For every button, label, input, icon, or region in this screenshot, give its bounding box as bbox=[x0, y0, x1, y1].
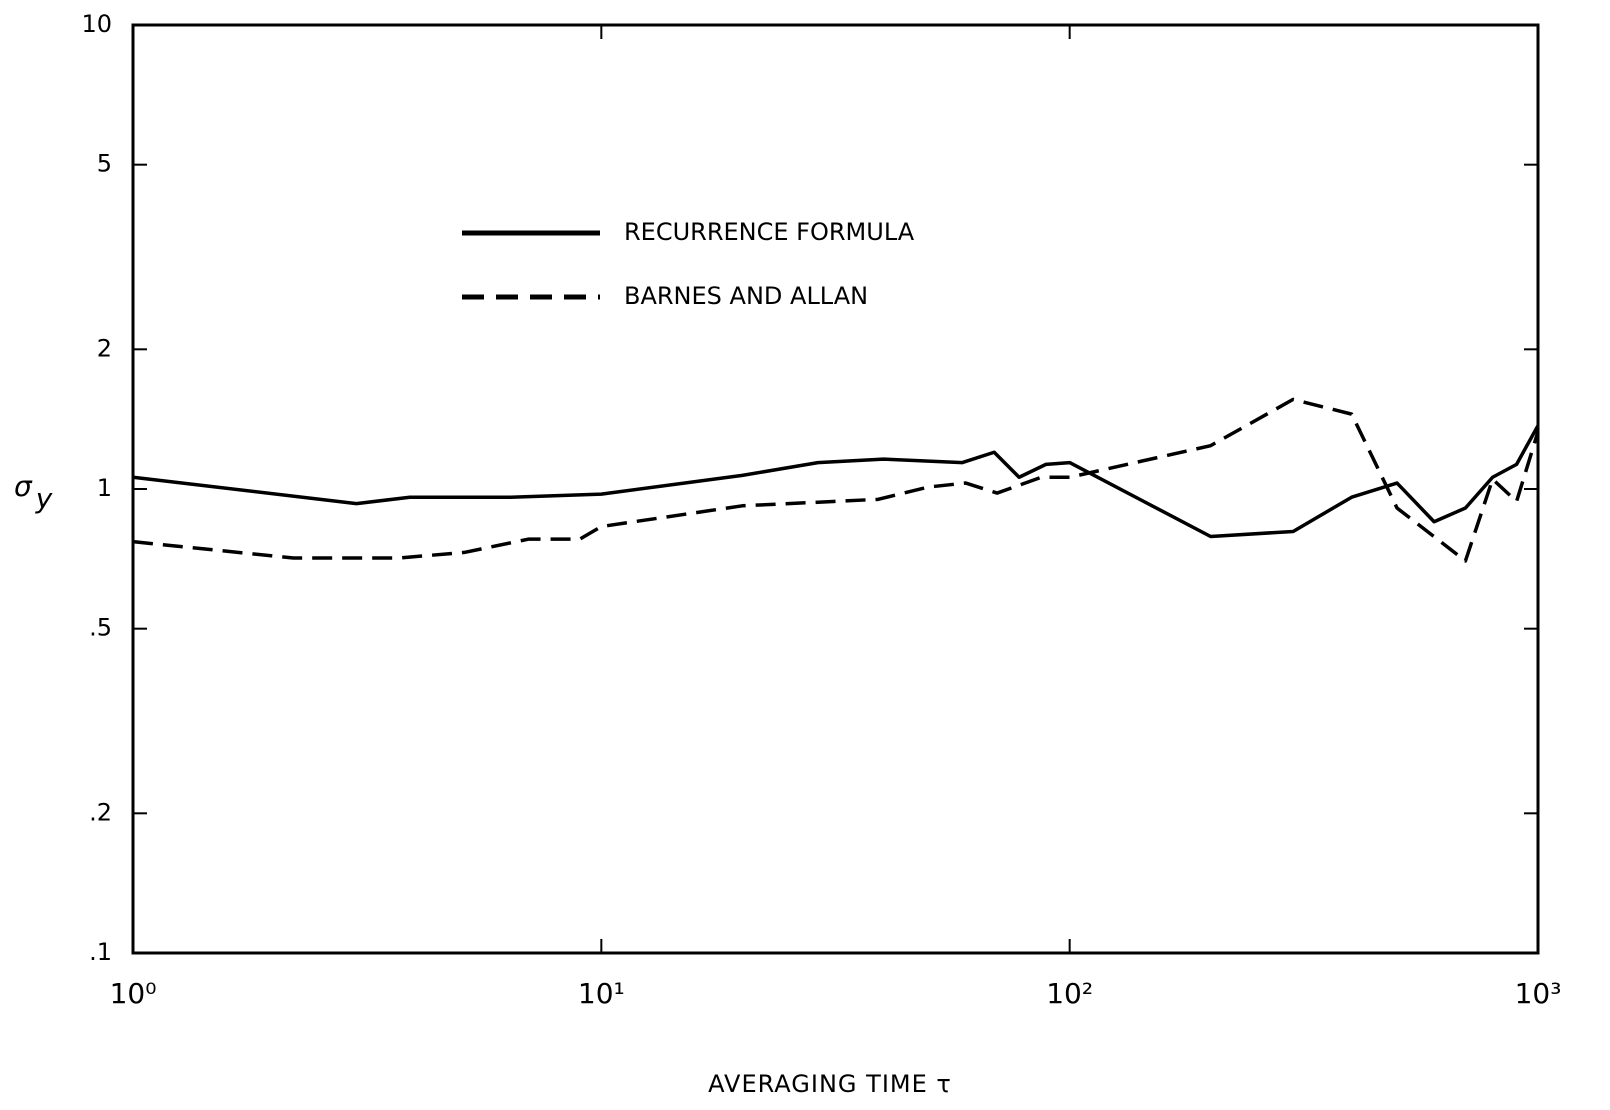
plot-frame bbox=[131, 23, 1540, 955]
legend-label: RECURRENCE FORMULA bbox=[624, 218, 915, 246]
y-axis-label-main: σ bbox=[14, 470, 33, 503]
y-tick-label: .1 bbox=[89, 938, 112, 966]
legend-label: BARNES AND ALLAN bbox=[624, 282, 868, 310]
x-tick-label: 10² bbox=[1046, 977, 1093, 1010]
y-tick-label: 1 bbox=[97, 474, 112, 502]
x-axis-label: AVERAGING TIME τ bbox=[708, 1070, 952, 1098]
y-tick-label: .5 bbox=[89, 614, 112, 642]
x-tick-label: 10³ bbox=[1515, 977, 1562, 1010]
x-tick-label: 10⁰ bbox=[110, 977, 157, 1010]
y-tick-label: 2 bbox=[97, 334, 112, 362]
y-tick-label: .2 bbox=[89, 798, 112, 826]
series-line bbox=[132, 397, 1540, 563]
x-tick-label: 10¹ bbox=[578, 977, 625, 1010]
y-axis-label-sub: y bbox=[35, 482, 53, 515]
series-line bbox=[132, 424, 1540, 539]
y-tick-label: 10 bbox=[81, 10, 112, 38]
y-tick-label: 5 bbox=[97, 150, 112, 178]
